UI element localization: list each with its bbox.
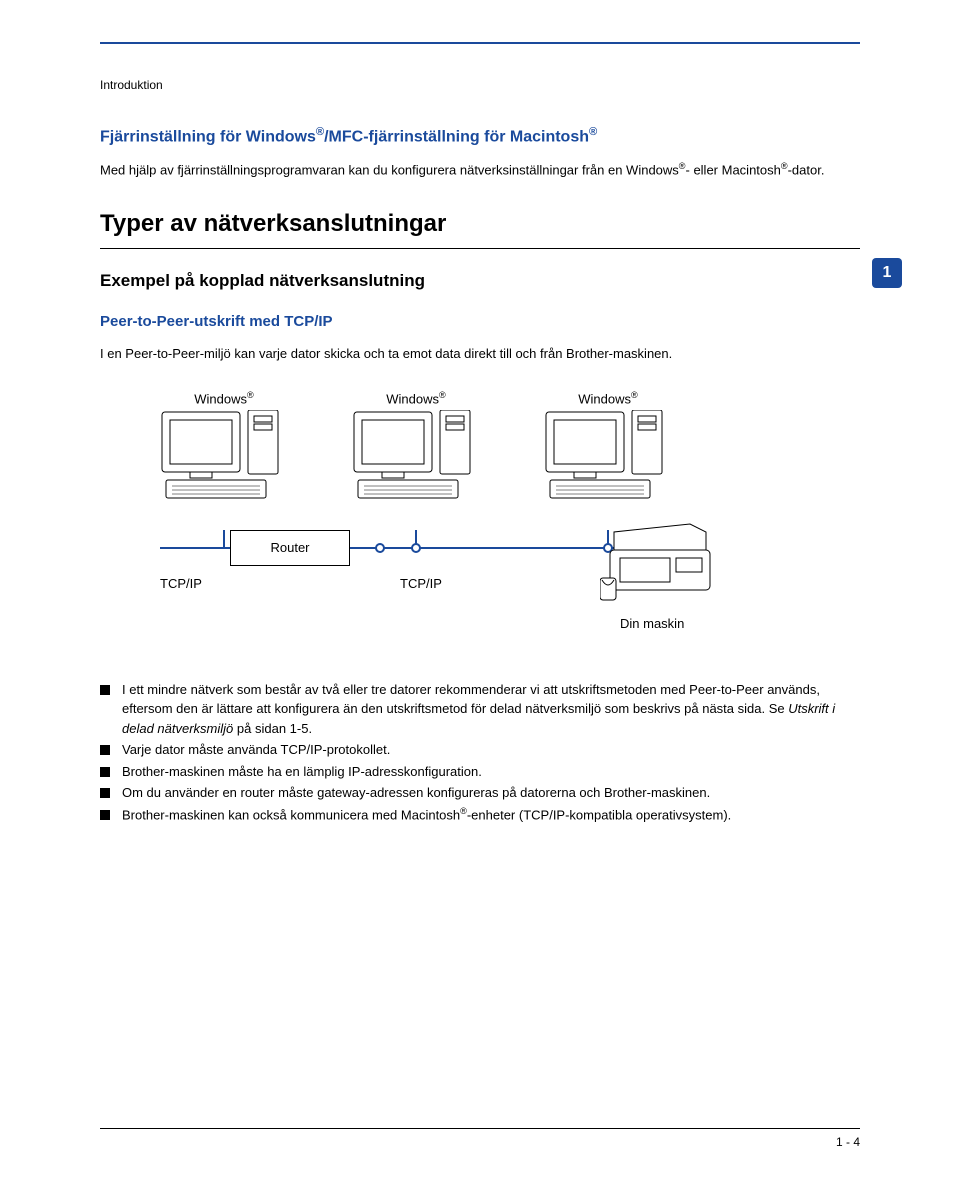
computer-label: Windows® [386, 390, 445, 406]
remote-para-a: Med hjälp av fjärrinställningsprogramvar… [100, 163, 679, 178]
network-row: Router TCP/IP TCP/IP Din maskin [100, 530, 740, 650]
top-rule [100, 42, 860, 44]
computer-3: Windows® [544, 390, 672, 500]
bullet-post: på sidan 1-5. [233, 721, 312, 736]
computer-label: Windows® [578, 390, 637, 406]
reg-mark: ® [316, 126, 324, 138]
list-item: I ett mindre nätverk som består av två e… [100, 680, 860, 739]
page-number: 1 - 4 [836, 1135, 860, 1149]
bullet-text: Varje dator måste använda TCP/IP-protoko… [122, 742, 390, 757]
printer-icon [600, 520, 720, 610]
footer-rule [100, 1128, 860, 1129]
remote-heading-part-a: Fjärrinställning för Windows [100, 128, 316, 145]
remote-para-c: -dator. [788, 163, 825, 178]
remote-heading-part-b: /MFC-fjärrinställning för Macintosh [324, 128, 589, 145]
network-diagram: Windows® Windows® [100, 390, 740, 650]
reg-mark: ® [631, 390, 638, 400]
list-item: Om du använder en router måste gateway-a… [100, 783, 860, 803]
h3-peer: Peer-to-Peer-utskrift med TCP/IP [100, 313, 860, 330]
computer-label-text: Windows [386, 391, 439, 406]
computer-icon [160, 410, 288, 500]
reg-mark: ® [247, 390, 254, 400]
bullet-text: I ett mindre nätverk som består av två e… [122, 682, 820, 717]
computer-label-text: Windows [578, 391, 631, 406]
computers-row: Windows® Windows® [160, 390, 740, 500]
computer-2: Windows® [352, 390, 480, 500]
h2-example: Exempel på kopplad nätverksanslutning [100, 271, 860, 291]
reg-mark: ® [460, 806, 467, 816]
breadcrumb: Introduktion [100, 78, 860, 92]
computer-icon [352, 410, 480, 500]
router-box: Router [230, 530, 350, 566]
bullet-list: I ett mindre nätverk som består av två e… [100, 680, 860, 825]
h1-types: Typer av nätverksanslutningar [100, 210, 860, 238]
list-item: Brother-maskinen kan också kommunicera m… [100, 805, 860, 825]
reg-mark: ® [781, 161, 788, 171]
computer-1: Windows® [160, 390, 288, 500]
bullet-text: Brother-maskinen kan också kommunicera m… [122, 807, 460, 822]
chapter-tab: 1 [872, 258, 902, 288]
list-item: Brother-maskinen måste ha en lämplig IP-… [100, 762, 860, 782]
remote-heading: Fjärrinställning för Windows®/MFC-fjärri… [100, 126, 860, 146]
computer-label: Windows® [194, 390, 253, 406]
list-item: Varje dator måste använda TCP/IP-protoko… [100, 740, 860, 760]
computer-label-text: Windows [194, 391, 247, 406]
reg-mark: ® [589, 126, 597, 138]
section-rule [100, 248, 860, 249]
remote-paragraph: Med hjälp av fjärrinställningsprogramvar… [100, 160, 860, 180]
reg-mark: ® [679, 161, 686, 171]
computer-icon [544, 410, 672, 500]
bullet-tail: -enheter (TCP/IP-kompatibla operativsyst… [467, 807, 731, 822]
remote-para-b: - eller Macintosh [686, 163, 781, 178]
reg-mark: ® [439, 390, 446, 400]
bullet-text: Brother-maskinen måste ha en lämplig IP-… [122, 764, 482, 779]
peer-paragraph: I en Peer-to-Peer-miljö kan varje dator … [100, 344, 860, 364]
bullet-text: Om du använder en router måste gateway-a… [122, 785, 710, 800]
